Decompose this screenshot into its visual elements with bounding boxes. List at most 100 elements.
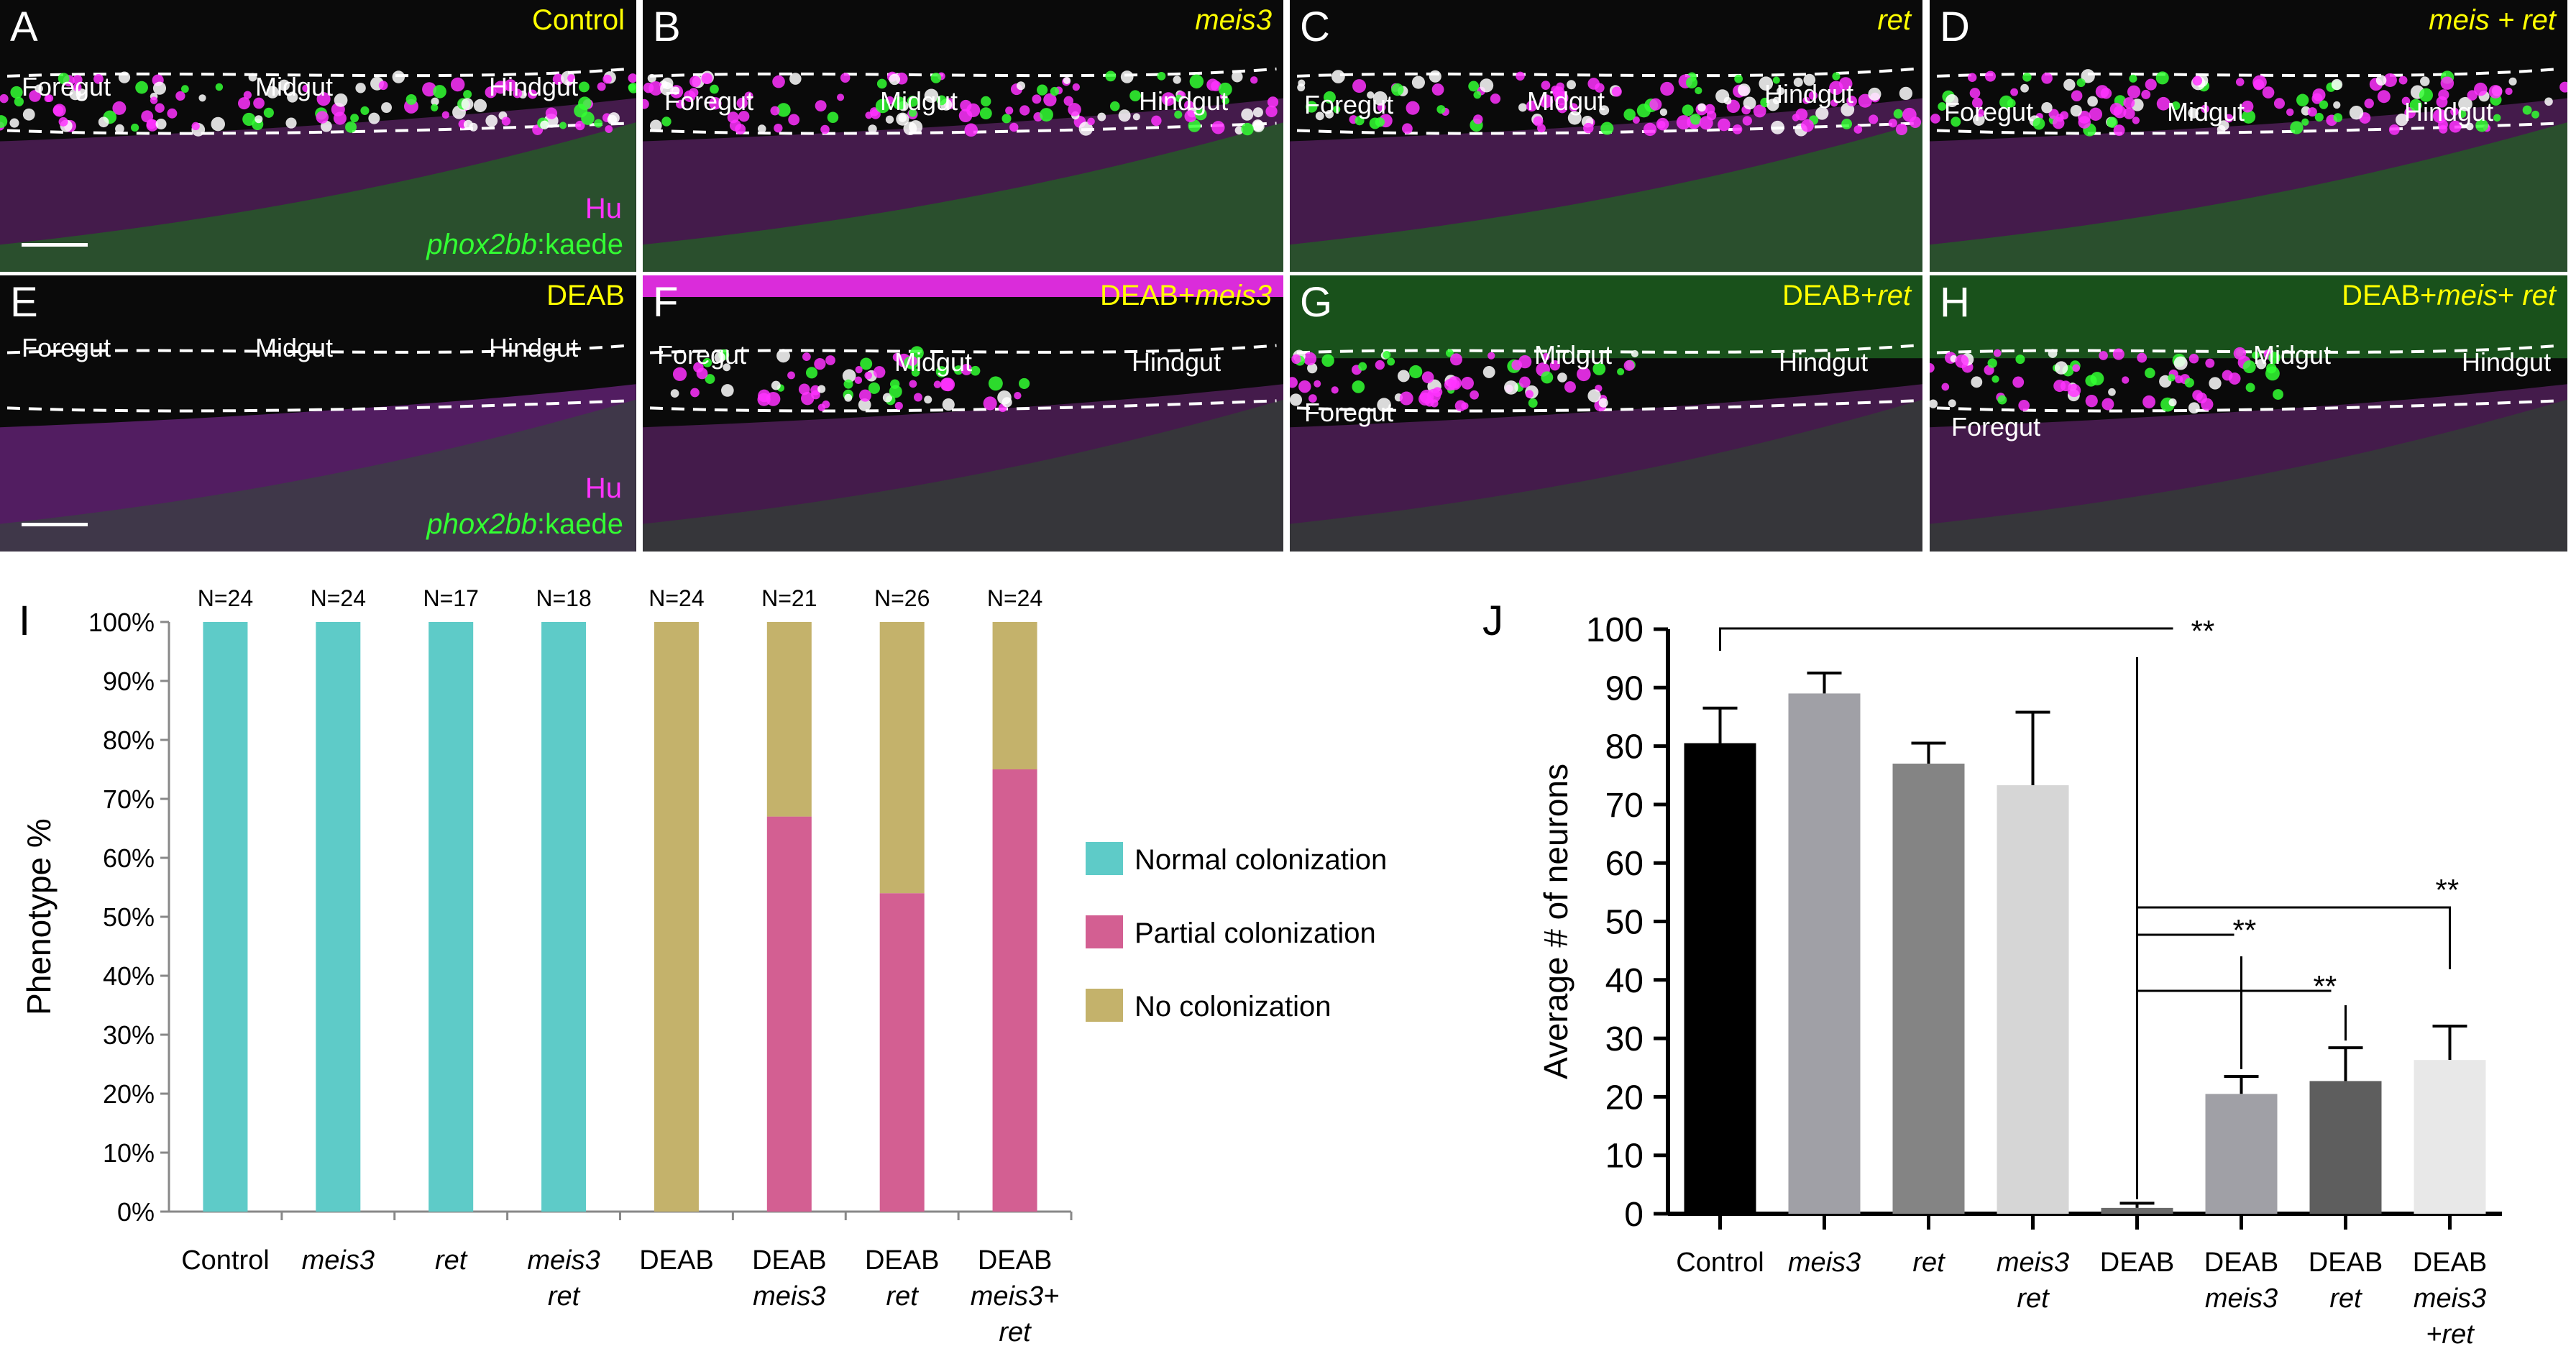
neuron-dot: [2048, 109, 2059, 119]
neuron-dot: [2087, 96, 2098, 107]
y-tick-label: 10%: [103, 1138, 155, 1168]
neuron-dot: [1948, 399, 1956, 408]
neuron-dot: [1480, 78, 1494, 93]
neuron-dot: [155, 103, 165, 113]
neuron-dot: [1018, 378, 1030, 390]
legend-phox2bb-kaede: phox2bb:kaede: [426, 508, 623, 541]
neuron-dot: [2432, 109, 2447, 124]
neuron-dot: [889, 385, 902, 398]
neuron-dot: [1352, 79, 1367, 93]
neuron-dot: [1853, 125, 1863, 134]
neuron-dot: [1592, 362, 1606, 375]
significance-mark: **: [2436, 873, 2460, 907]
neuron-dot: [2465, 122, 2474, 131]
neuron-dot: [2048, 349, 2058, 358]
y-axis-title: Average # of neurons: [1537, 764, 1575, 1079]
region-label-midgut: Midgut: [880, 86, 958, 116]
condition-label: meis3: [1195, 4, 1272, 37]
neuron-dot: [1567, 80, 1576, 90]
neuron-dot: [814, 358, 826, 370]
neuron-dot: [893, 96, 907, 110]
neuron-dot: [540, 120, 549, 129]
neuron-dot: [392, 70, 405, 83]
neuron-dot: [2409, 99, 2422, 111]
legend-swatch: [1086, 842, 1123, 875]
neuron-dot: [1753, 104, 1766, 118]
neuron-dot: [738, 111, 750, 122]
neuron-dot: [1488, 352, 1495, 360]
neuron-dot: [2273, 389, 2283, 400]
neuron-dot: [594, 119, 603, 128]
x-tick-label: ret: [2017, 1284, 2050, 1314]
neuron-dot: [2438, 89, 2449, 101]
y-tick-label: 40: [1605, 962, 1644, 1000]
neuron-dot: [1232, 70, 1243, 83]
x-tick-label: DEAB: [2100, 1248, 2174, 1278]
neuron-dot: [1743, 96, 1756, 110]
neuron-dot: [2108, 388, 2116, 396]
neuron-dot: [1723, 96, 1732, 105]
neuron-dot: [2333, 113, 2343, 122]
neuron-dot: [485, 114, 498, 127]
neuron-dot: [2268, 352, 2281, 364]
neuron-dot: [1411, 76, 1425, 89]
y-axis-title: Phenotype %: [20, 818, 58, 1015]
neuron-dot: [1564, 381, 1576, 393]
condition-part: ret: [1877, 4, 1911, 36]
region-label-midgut: Midgut: [894, 347, 973, 377]
gut-boundary-upper: [6, 344, 629, 354]
y-tick-label: 60: [1605, 845, 1644, 883]
neuron-dot: [714, 352, 725, 363]
neuron-dot: [1451, 380, 1460, 389]
neuron-dot: [1391, 83, 1404, 96]
neuron-dot: [2205, 358, 2215, 368]
condition-part: ret: [2522, 280, 2556, 311]
gut-boundary-upper: [649, 344, 1277, 354]
neuron-dot: [2041, 102, 2053, 114]
neuron-dot: [1290, 377, 1298, 388]
legend-hu: Hu: [585, 193, 622, 224]
neuron-dot: [2122, 376, 2130, 384]
neuron-dot: [2127, 85, 2141, 99]
neuron-dot: [2493, 114, 2501, 122]
neuron-dot: [1742, 116, 1752, 126]
neuron-dot: [10, 86, 23, 99]
neuron-dot: [450, 77, 465, 92]
neuron-dot: [198, 94, 206, 102]
neuron-dot: [29, 90, 41, 102]
neuron-dot: [909, 380, 917, 388]
neuron-dot: [709, 97, 722, 110]
gut-boundary-upper: [1936, 67, 2561, 78]
legend-gene-name: phox2bb: [426, 229, 537, 260]
neuron-dot: [1367, 91, 1375, 99]
neuron-dot: [1841, 118, 1853, 129]
bar-segment-no-colonization: [654, 622, 699, 1212]
neuron-count-bar-chart: Average # of neurons 0 10 20 30 40 50 60 70 80 90 1…: [1537, 611, 2502, 1350]
legend-label: Partial colonization: [1135, 918, 1376, 949]
neuron-dot: [1063, 76, 1071, 85]
neuron-dot: [1009, 122, 1019, 132]
neuron-dot: [501, 116, 511, 126]
neuron-dot: [907, 356, 917, 366]
neuron-dot: [1599, 105, 1610, 116]
neuron-dot: [473, 99, 487, 112]
neuron-dot: [1303, 352, 1317, 366]
neuron-dot: [345, 121, 357, 133]
neuron-dot: [180, 85, 189, 93]
neuron-dot: [744, 91, 753, 101]
neuron-dot: [461, 98, 474, 111]
neuron-dot: [941, 378, 955, 392]
neuron-dot: [979, 107, 992, 120]
top-magenta-band: [643, 275, 1283, 297]
neuron-dot: [35, 84, 43, 93]
neuron-dot: [822, 401, 830, 408]
neuron-dot: [1402, 123, 1413, 134]
neuron-dot: [827, 111, 839, 124]
neuron-dot: [896, 112, 909, 126]
neuron-dot: [1659, 108, 1668, 116]
neuron-dot: [788, 114, 800, 126]
neuron-dot: [1399, 391, 1413, 406]
neuron-dot: [2188, 353, 2199, 364]
neuron-dot: [1129, 90, 1141, 101]
neuron-dot: [660, 82, 674, 96]
